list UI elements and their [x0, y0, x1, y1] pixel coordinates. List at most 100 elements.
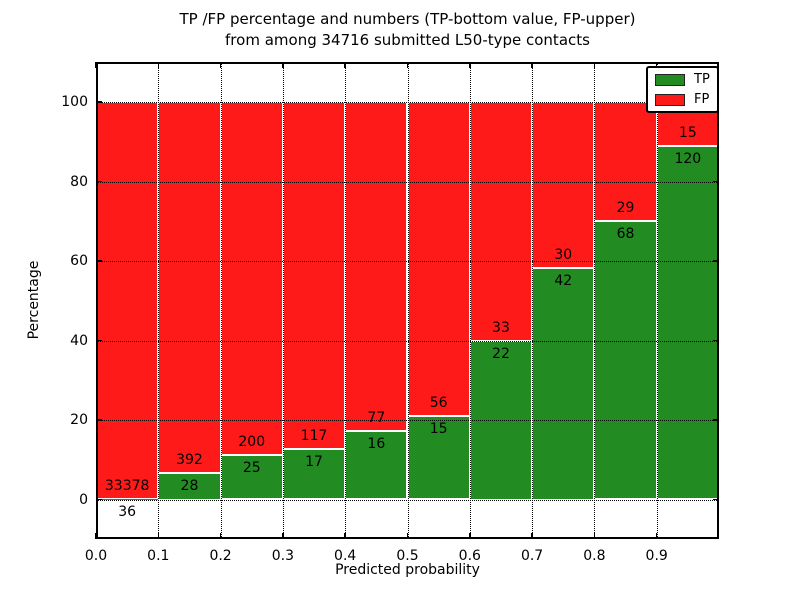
x-tick-top: [531, 62, 533, 68]
bar-segment-fp: [220, 102, 283, 456]
tp-count-label: 17: [305, 454, 323, 471]
y-tick-label: 80: [70, 173, 88, 190]
x-tick-label: 0.6: [458, 548, 481, 564]
x-tick-bottom: [593, 533, 596, 539]
x-tick-label: 0.3: [271, 548, 295, 564]
y-tick-right: [713, 180, 719, 183]
x-tick-top: [406, 62, 409, 68]
bar-segment-fp: [594, 102, 657, 221]
bar-segment-tp: [532, 267, 595, 500]
gridline-vertical: [158, 62, 160, 539]
y-tick-label: 20: [70, 412, 88, 428]
fp-count-label: 30: [554, 246, 573, 263]
bar-segment-tp: [282, 449, 346, 500]
tp-count-label: 120: [674, 151, 702, 168]
fp-count-label: 33: [492, 319, 510, 336]
x-tick-label: 0.7: [520, 548, 544, 564]
bar-segment-fp: [407, 102, 470, 416]
bar-segment-tp: [594, 220, 657, 500]
tp-count-label: 16: [367, 436, 386, 453]
y-tick-right: [713, 498, 719, 501]
x-tick-bottom: [157, 533, 160, 539]
gridline-vertical: [469, 62, 471, 539]
tp-count-label: 36: [118, 504, 137, 521]
x-tick-bottom: [531, 533, 533, 539]
fp-count-label: 117: [300, 428, 328, 445]
gridline-vertical: [532, 62, 534, 539]
x-tick-top: [219, 62, 222, 68]
x-tick-top: [95, 62, 97, 68]
tp-count-label: 28: [180, 478, 199, 494]
fp-count-label: 200: [238, 434, 266, 451]
chart-title-line1: TP /FP percentage and numbers (TP-bottom…: [179, 10, 636, 28]
bar-segment-fp: [532, 102, 595, 268]
bar-segment-fp: [345, 102, 408, 432]
x-tick-bottom: [469, 533, 471, 539]
fp-count-label: 33378: [104, 478, 150, 495]
y-tick-left: [96, 419, 102, 421]
x-tick-bottom: [282, 533, 284, 539]
legend-row-fp: FP: [655, 93, 710, 106]
fp-count-label: 392: [176, 452, 203, 468]
y-tick-left: [96, 498, 102, 501]
fp-count-label: 56: [429, 394, 448, 411]
legend-swatch-fp: [655, 93, 685, 106]
legend-swatch-tp: [655, 73, 685, 86]
y-tick-label: 100: [61, 94, 88, 110]
tp-count-label: 22: [492, 345, 510, 362]
x-axis-label: Predicted probability: [335, 562, 480, 578]
x-tick-top: [469, 62, 471, 68]
x-tick-bottom: [406, 533, 409, 539]
x-tick-top: [157, 62, 160, 68]
plot-area: 33378 36 392 28 200 25 117 17 77 16 56 15 33 22 30 42 29…: [61, 62, 719, 564]
tp-count-label: 68: [616, 225, 635, 242]
y-tick-label: 0: [79, 491, 88, 508]
y-tick-label: 60: [70, 253, 88, 269]
x-tick-bottom: [655, 533, 658, 539]
fp-count-label: 15: [678, 125, 697, 142]
y-tick-right: [713, 260, 719, 262]
y-tick-left: [96, 260, 102, 262]
gridline-vertical: [220, 62, 222, 539]
x-tick-label: 0.9: [645, 548, 668, 564]
x-tick-top: [282, 62, 284, 68]
fp-count-label: 29: [616, 199, 635, 216]
bar-segment-fp: [282, 102, 346, 450]
x-tick-label: 0.2: [209, 548, 232, 564]
chart-title-line2: from among 34716 submitted L50-type cont…: [225, 31, 590, 49]
gridline-vertical: [282, 62, 284, 539]
y-tick-left: [96, 339, 102, 342]
y-tick-right: [713, 419, 719, 421]
x-tick-top: [344, 62, 346, 68]
x-tick-bottom: [95, 533, 97, 539]
bar-segment-fp: [158, 102, 221, 473]
x-tick-label: 0.0: [84, 548, 108, 564]
x-tick-label: 0.1: [147, 548, 170, 564]
bar-segment-tp: [158, 473, 221, 500]
legend-label-tp: TP: [694, 72, 710, 87]
y-tick-label: 40: [70, 332, 88, 349]
x-tick-label: 0.8: [583, 548, 606, 564]
chart-title: TP /FP percentage and numbers (TP-bottom…: [96, 9, 719, 51]
tp-count-label: 15: [429, 420, 448, 437]
x-tick-label: 0.5: [396, 548, 419, 564]
gridline-vertical: [656, 62, 658, 539]
tp-count-label: 25: [242, 460, 261, 477]
x-tick-bottom: [344, 533, 346, 539]
gridline-vertical: [345, 62, 347, 539]
bar-segment-fp: [96, 102, 159, 500]
y-tick-right: [713, 339, 719, 342]
x-tick-label: 0.4: [334, 548, 357, 564]
gridline-vertical: [594, 62, 596, 539]
bar-segment-tp: [656, 146, 719, 500]
tp-count-label: 42: [554, 272, 573, 289]
legend-label-fp: FP: [694, 92, 710, 107]
legend: TP FP: [646, 66, 719, 113]
bar-segment-tp: [345, 431, 408, 500]
y-tick-left: [96, 180, 102, 183]
y-tick-left: [96, 101, 102, 103]
bar-segment-fp: [469, 102, 533, 341]
x-tick-top: [593, 62, 596, 68]
y-axis-label: Percentage: [26, 260, 42, 340]
